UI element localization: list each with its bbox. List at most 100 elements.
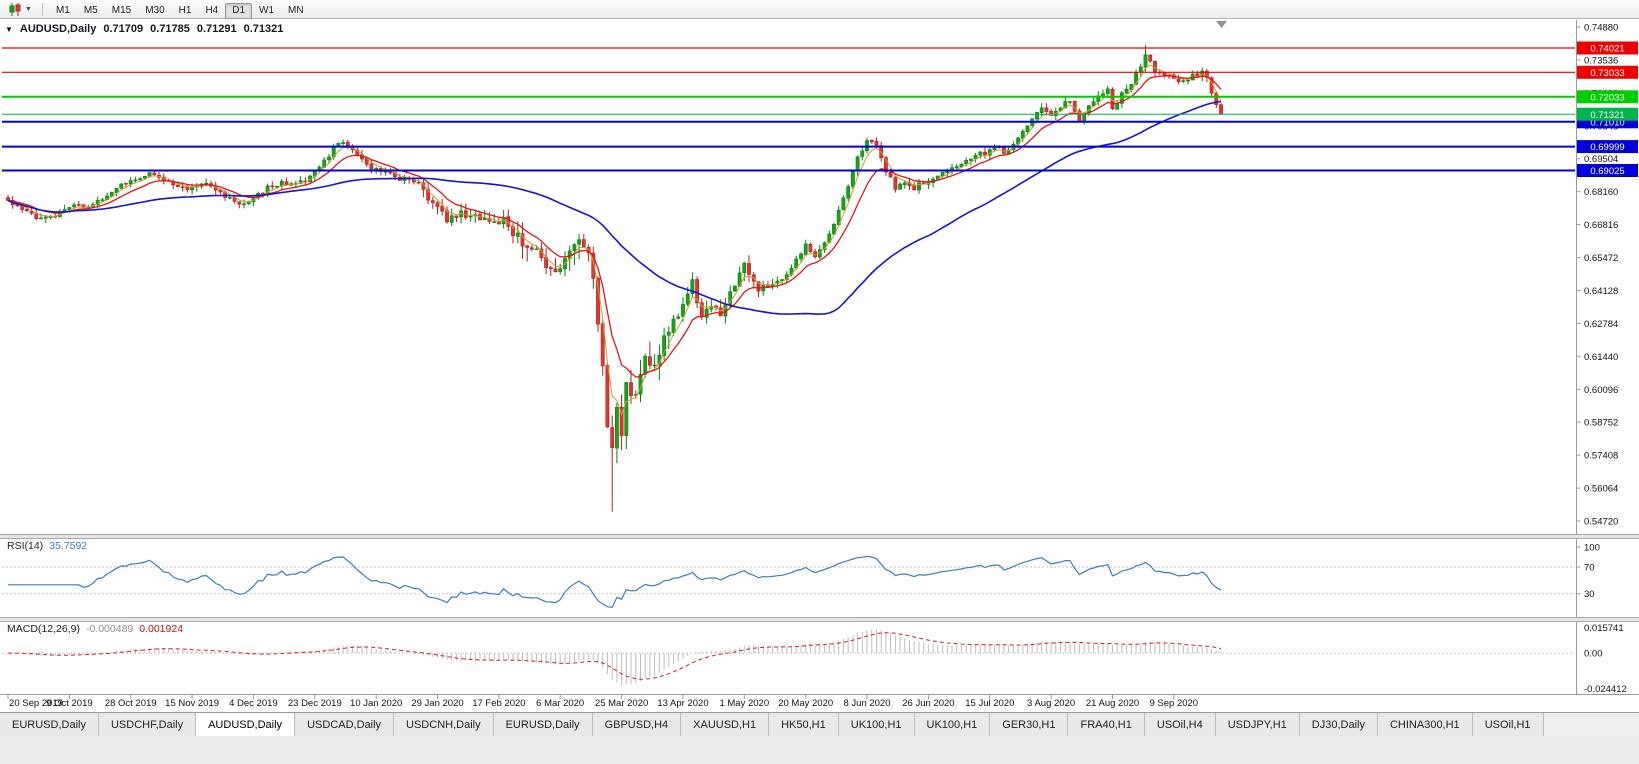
time-label: 10 Jan 2020 xyxy=(350,698,402,709)
timeframe-button-m1[interactable]: M1 xyxy=(49,3,77,19)
chart-tab-usdchf-daily[interactable]: USDCHF,Daily xyxy=(98,713,197,736)
ma-50-line xyxy=(7,100,1222,315)
toolbar-separator xyxy=(41,2,43,16)
chevron-down-icon: ▼ xyxy=(25,5,32,13)
chart-tab-uk100-h1[interactable]: UK100,H1 xyxy=(838,713,915,736)
time-label: 1 May 2020 xyxy=(719,698,769,709)
chart-tab-audusd-daily[interactable]: AUDUSD,Daily xyxy=(196,713,296,736)
candlestick-chart-icon xyxy=(9,2,21,16)
chart-tab-eurusd-daily[interactable]: EURUSD,Daily xyxy=(493,713,593,736)
price-badge-0.69999: 0.69999 xyxy=(1577,140,1638,153)
chart-tab-fra40-h1[interactable]: FRA40,H1 xyxy=(1068,713,1145,736)
chart-type-dropdown-button[interactable]: ▼ xyxy=(4,2,36,17)
panel-separator[interactable] xyxy=(0,534,1639,539)
chart-tab-dj30-daily[interactable]: DJ30,Daily xyxy=(1299,713,1378,736)
timeframe-button-d1[interactable]: D1 xyxy=(225,2,253,19)
svg-text:0.69504: 0.69504 xyxy=(1584,154,1618,165)
timeframe-button-mn[interactable]: MN xyxy=(281,3,311,19)
time-label: 28 Oct 2019 xyxy=(105,698,157,709)
timeframe-button-h4[interactable]: H4 xyxy=(198,3,225,19)
price-badge-0.69025: 0.69025 xyxy=(1577,164,1638,177)
svg-text:0.69025: 0.69025 xyxy=(1590,166,1624,177)
ohlc-open: 0.71709 xyxy=(103,23,144,35)
ohlc-low: 0.71291 xyxy=(196,23,237,35)
chart-tab-china300-h1[interactable]: CHINA300,H1 xyxy=(1377,713,1473,736)
time-label: 13 Apr 2020 xyxy=(657,698,708,709)
svg-text:0.00: 0.00 xyxy=(1584,648,1603,659)
rsi-indicator-header: RSI(14) 35.7592 xyxy=(7,540,87,552)
time-label: 20 Sep 2019 xyxy=(9,698,63,709)
main-price-panel[interactable] xyxy=(2,21,1575,512)
chart-tab-usdcad-daily[interactable]: USDCAD,Daily xyxy=(295,713,395,736)
window-bottom-filler xyxy=(0,736,1639,764)
time-label: 15 Jul 2020 xyxy=(965,698,1014,709)
timeframe-button-m5[interactable]: M5 xyxy=(77,3,105,19)
chart-toolbar: ▼ M1 M5 M15 M30 H1 H4 D1 W1 MN xyxy=(0,0,1639,19)
svg-text:0.58752: 0.58752 xyxy=(1584,418,1618,429)
svg-text:30: 30 xyxy=(1584,589,1595,600)
ohlc-high: 0.71785 xyxy=(150,23,190,35)
macd-histogram xyxy=(12,629,1222,686)
chart-tab-uk100-h1[interactable]: UK100,H1 xyxy=(914,713,991,736)
price-scale[interactable]: 0.748800.735360.721920.708480.695040.681… xyxy=(1576,20,1639,694)
svg-text:0.68160: 0.68160 xyxy=(1584,187,1618,198)
rsi-line xyxy=(8,555,1222,609)
timeframe-button-m30[interactable]: M30 xyxy=(138,3,171,19)
macd-signal-line xyxy=(8,632,1222,680)
ohlc-readout: ▼ AUDUSD,Daily 0.71709 0.71785 0.71291 0… xyxy=(5,23,283,35)
macd-title: MACD(12,26,9) xyxy=(7,623,80,635)
svg-text:0.65472: 0.65472 xyxy=(1584,253,1618,264)
timeframe-toolbar: M1 M5 M15 M30 H1 H4 D1 W1 MN xyxy=(49,0,311,19)
svg-text:0.54720: 0.54720 xyxy=(1584,517,1618,528)
chart-tab-gbpusd-h4[interactable]: GBPUSD,H4 xyxy=(592,713,682,736)
macd-signal-value: 0.001924 xyxy=(139,623,184,635)
price-badge-0.71321: 0.71321 xyxy=(1577,107,1638,121)
chart-tab-eurusd-daily[interactable]: EURUSD,Daily xyxy=(0,713,99,736)
rsi-panel[interactable]: 100 70 30 xyxy=(2,543,1600,609)
price-badge-0.72033: 0.72033 xyxy=(1577,90,1638,103)
time-label: 29 Jan 2020 xyxy=(411,698,463,709)
svg-text:0.73536: 0.73536 xyxy=(1584,55,1618,66)
timeframe-button-m15[interactable]: M15 xyxy=(105,3,138,19)
timeframe-button-w1[interactable]: W1 xyxy=(252,3,281,19)
chart-shift-marker[interactable] xyxy=(1216,21,1227,28)
ohlc-close: 0.71321 xyxy=(243,23,284,35)
svg-text:0.62784: 0.62784 xyxy=(1584,319,1618,330)
one-click-trading-caret-icon[interactable]: ▼ xyxy=(5,24,13,34)
svg-text:70: 70 xyxy=(1584,563,1595,574)
chart-tab-hk50-h1[interactable]: HK50,H1 xyxy=(769,713,839,736)
chart-symbol-period: AUDUSD,Daily xyxy=(19,23,97,35)
ma-4-line xyxy=(7,64,1222,417)
time-label: 26 Jun 2020 xyxy=(902,698,954,709)
chart-tab-usdcnh-daily[interactable]: USDCNH,Daily xyxy=(394,713,494,736)
candles-layer xyxy=(6,45,1223,512)
svg-text:0.73033: 0.73033 xyxy=(1590,68,1624,79)
macd-panel[interactable]: 0.015741 0.00 -0.024412 xyxy=(2,623,1627,695)
time-label: 8 Jun 2020 xyxy=(843,698,890,709)
chart-tabs-bar: EURUSD,Daily USDCHF,Daily AUDUSD,Daily USDC… xyxy=(0,712,1639,736)
time-label: 21 Aug 2020 xyxy=(1086,698,1139,709)
horizontal-lines-layer xyxy=(2,47,1575,172)
rsi-value: 35.7592 xyxy=(49,540,88,552)
time-label: 6 Mar 2020 xyxy=(536,698,584,709)
panel-separator[interactable] xyxy=(0,617,1639,622)
chart-tab-xauusd-h1[interactable]: XAUUSD,H1 xyxy=(681,713,770,736)
macd-indicator-header: MACD(12,26,9) -0.000489 0.001924 xyxy=(7,623,183,635)
time-label: 20 May 2020 xyxy=(778,698,833,709)
macd-main-value: -0.000489 xyxy=(85,623,134,635)
time-label: 9 Sep 2020 xyxy=(1149,698,1198,709)
chart-tab-usoil-h4[interactable]: USOil,H4 xyxy=(1144,713,1216,736)
timeframe-button-h1[interactable]: H1 xyxy=(172,3,199,19)
price-badge-0.73033: 0.73033 xyxy=(1577,65,1638,79)
chart-tab-usoil-h1[interactable]: USOil,H1 xyxy=(1472,713,1544,736)
chart-tab-ger30-h1[interactable]: GER30,H1 xyxy=(990,713,1069,736)
svg-text:0.60096: 0.60096 xyxy=(1584,385,1618,396)
svg-text:100: 100 xyxy=(1584,543,1600,554)
chart-tab-usdjpy-h1[interactable]: USDJPY,H1 xyxy=(1215,713,1300,736)
svg-text:0.69999: 0.69999 xyxy=(1590,142,1624,153)
svg-text:0.64128: 0.64128 xyxy=(1584,286,1618,297)
svg-text:0.61440: 0.61440 xyxy=(1584,352,1618,363)
